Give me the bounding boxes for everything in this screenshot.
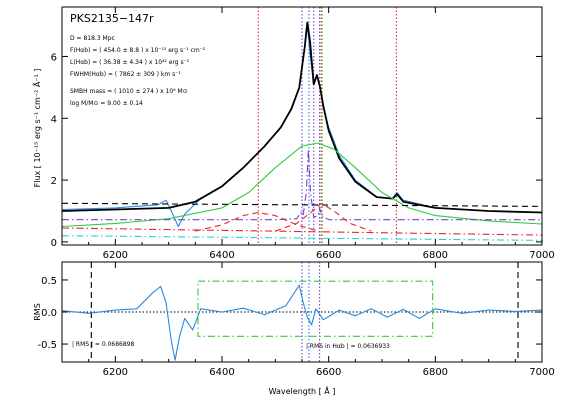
residual-ytick-label--0.5: -0.5 [37,340,57,351]
spectrum-ytick-label-0: 0 [51,238,57,249]
spectrum-xtick-label-6200: 6200 [103,250,128,261]
spectrum-series-red-gaussian-1 [195,211,319,232]
fwhm-text: FWHM(Hαb) = ( 7862 ± 309 ) km s⁻¹ [70,71,181,78]
flux-text: F(Hαb) = ( 454.0 ± 8.8 ) x 10⁻¹⁵ erg s⁻¹… [70,47,206,54]
object-name: PKS2135−147r [70,12,154,25]
spectrum-xtick-label-6800: 6800 [423,250,448,261]
halpha-region-box [197,280,434,337]
spectrum-xtick-label-7000: 7000 [529,250,554,261]
spectrum-xtick-label-6400: 6400 [209,250,234,261]
residual-xtick-label-7000: 7000 [529,367,554,378]
spectrum-series-red-gaussian-2 [275,202,372,232]
smbh-mass-text: SMBH mass = ( 1010 ± 274 ) x 10⁶ M⊙ [70,88,188,95]
residual-ytick-label-0.5: 0.5 [41,276,57,287]
log-mass-text: log M/M⊙ = 9.00 ± 0.14 [70,100,143,107]
residual-panel: 6200 6400 6600 6800 7000 -0.5 0.0 0.5 [37,261,555,378]
spectrum-xtick-label-6600: 6600 [316,250,341,261]
residual-xtick-label-6600: 6600 [316,367,341,378]
flux-axis-label: Flux [ 10⁻¹⁵ erg s⁻¹ cm⁻² Å⁻¹ ] [31,69,42,188]
distance-text: D = 818.3 Mpc [70,35,115,42]
spectrum-panel: 6200 6400 6600 6800 7000 0 2 4 6 [51,6,555,261]
residual-xtick-label-6400: 6400 [209,367,234,378]
wavelength-axis-label: Wavelength [ Å ] [269,385,336,396]
spectrum-ytick-label-2: 2 [51,176,57,187]
spectrum-series-total-model [62,21,542,214]
rms-halpha-text: | RMS in Hαb | = 0.0636933 [306,343,390,350]
spectrum-ytick-label-6: 6 [51,52,57,63]
residual-xtick-label-6800: 6800 [423,367,448,378]
luminosity-text: L(Hαb) = ( 36.38 ± 4.34 ) x 10⁴² erg s⁻¹ [70,59,190,66]
spectrum-series-broad-halpha [62,142,542,228]
spectrum-series-black-continuum [62,202,542,207]
residual-series-residuals [62,284,542,361]
rms-total-text: | RMS | = 0.0686898 [72,341,134,348]
spectrum-ytick-label-4: 4 [51,114,57,125]
rms-axis-label: RMS [33,303,42,321]
residual-xtick-label-6200: 6200 [103,367,128,378]
residual-ytick-label-0: 0.0 [41,308,57,319]
